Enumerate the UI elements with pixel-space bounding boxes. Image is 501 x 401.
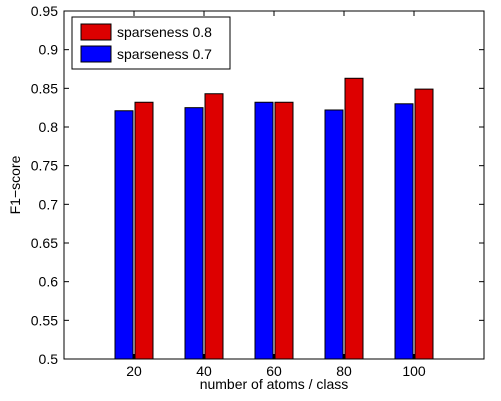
bar-sparseness-07-80 <box>324 109 344 360</box>
bar-sparseness-08-60 <box>274 101 294 360</box>
x-tick-label: 80 <box>336 363 352 379</box>
x-axis: 20 40 60 80 100 <box>126 11 426 379</box>
y-tick-label: 0.75 <box>31 158 58 174</box>
y-tick-label: 0.6 <box>39 274 59 290</box>
bar-sparseness-07-60 <box>254 101 274 360</box>
bar-sparseness-07-20 <box>114 110 134 360</box>
y-axis: 0.5 0.55 0.6 0.65 0.7 0.75 0.8 0.85 0.9 0.95 <box>31 3 484 367</box>
bar-sparseness-08-40 <box>204 93 224 360</box>
y-tick-label: 0.55 <box>31 312 58 328</box>
bar-sparseness-08-100 <box>414 88 434 360</box>
bar-sparseness-07-100 <box>394 103 414 360</box>
bar-sparseness-08-20 <box>134 101 154 360</box>
legend-swatch <box>80 45 112 63</box>
y-tick-label: 0.9 <box>39 42 59 58</box>
y-tick-label: 0.95 <box>31 3 58 19</box>
x-tick-label: 60 <box>266 363 282 379</box>
legend-swatch <box>80 23 112 41</box>
y-tick-label: 0.5 <box>39 351 59 367</box>
y-tick-label: 0.7 <box>39 196 59 212</box>
legend-label: sparseness 0.8 <box>117 24 212 40</box>
x-tick-label: 20 <box>126 363 142 379</box>
legend: sparseness 0.8 sparseness 0.7 <box>71 16 231 70</box>
bar-sparseness-07-40 <box>184 107 204 360</box>
legend-label: sparseness 0.7 <box>117 46 212 62</box>
x-tick-label: 40 <box>196 363 212 379</box>
y-axis-label: F1−score <box>7 155 23 214</box>
x-axis-label: number of atoms / class <box>200 376 349 392</box>
y-tick-label: 0.65 <box>31 235 58 251</box>
bar-sparseness-08-80 <box>344 77 364 360</box>
y-tick-label: 0.8 <box>39 119 59 135</box>
y-tick-label: 0.85 <box>31 80 58 96</box>
bars-group <box>114 77 434 360</box>
x-tick-label: 100 <box>402 363 426 379</box>
